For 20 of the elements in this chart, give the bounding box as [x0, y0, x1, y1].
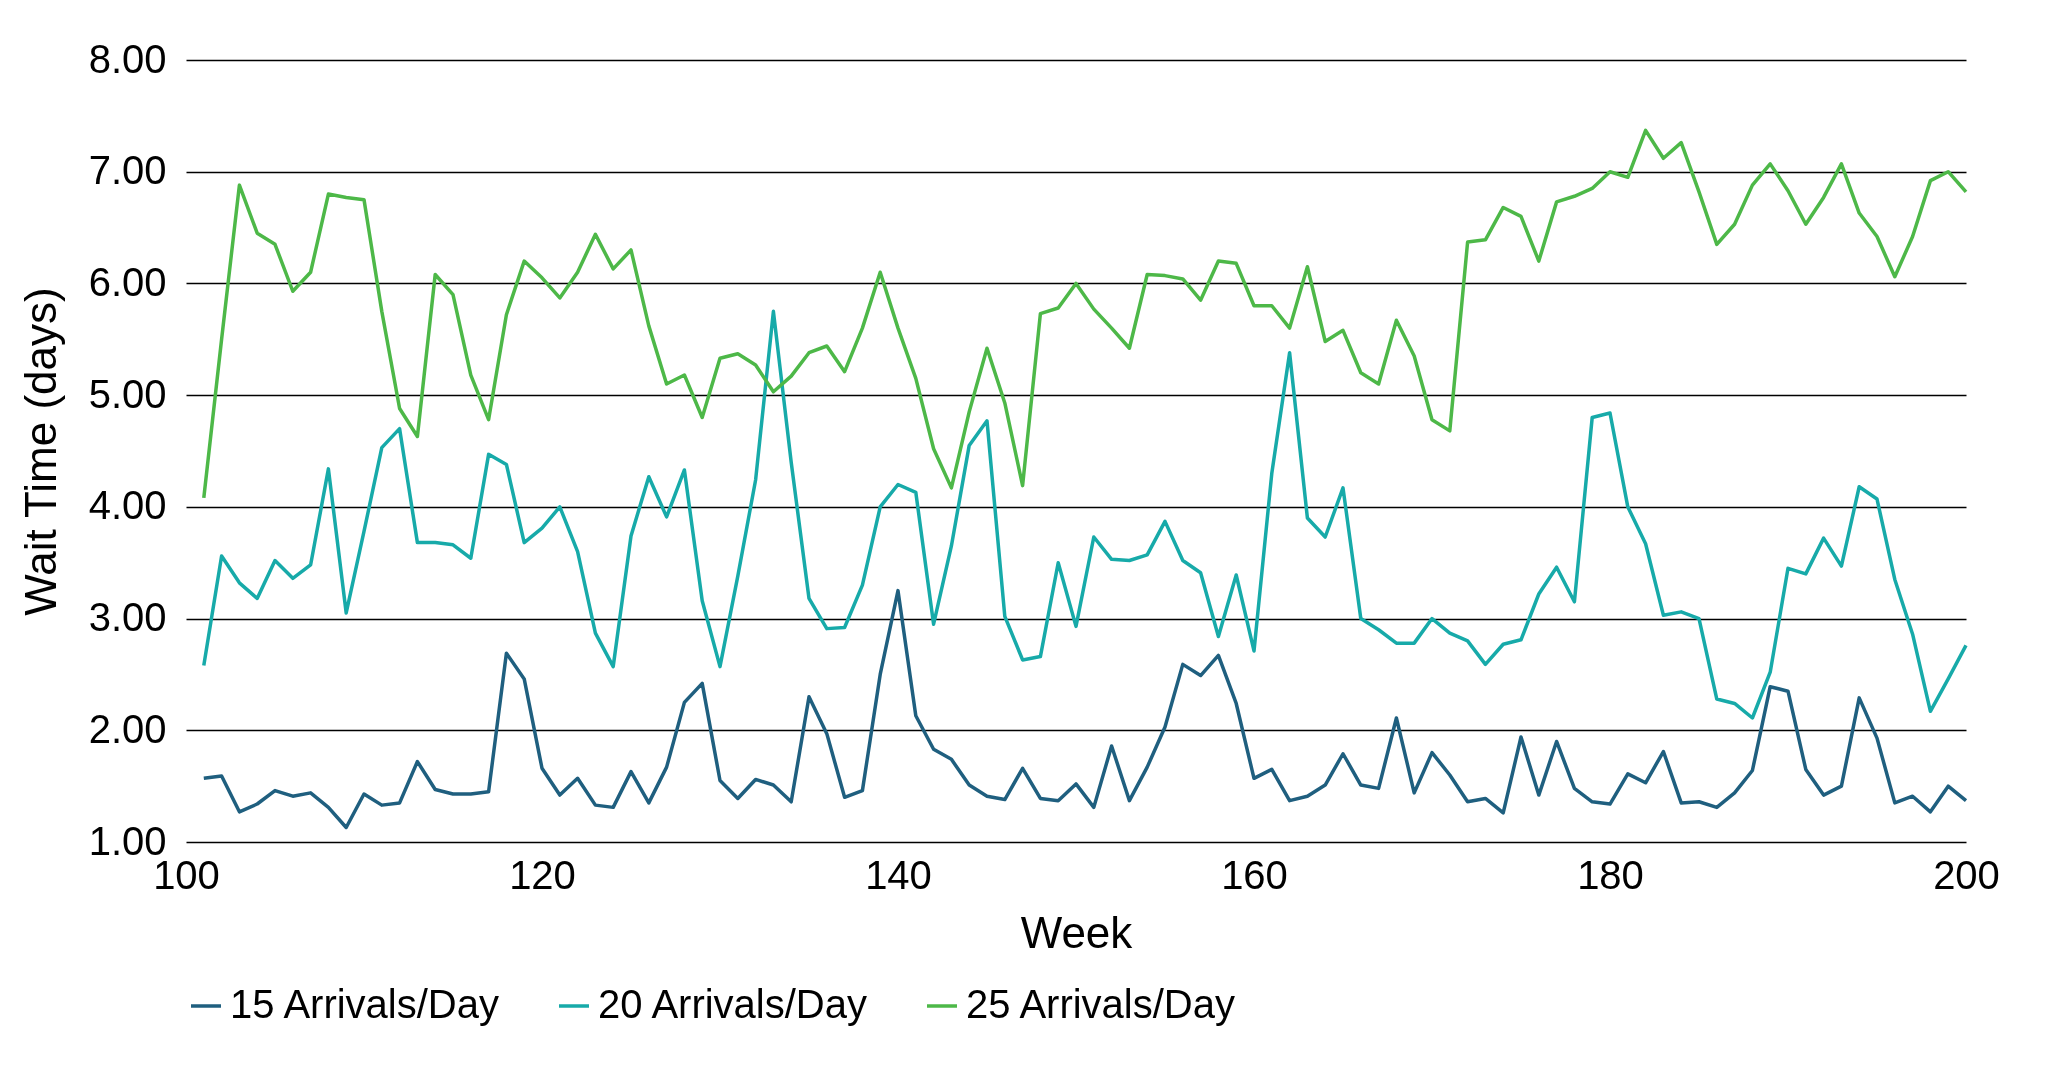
line-series	[202, 309, 1968, 720]
legend-label: 20 Arrivals/Day	[598, 982, 867, 1026]
x-tick-label: 120	[509, 852, 576, 897]
y-tick-label: 3.00	[88, 595, 167, 640]
x-tick-label: 200	[1933, 852, 2000, 897]
y-tick-label: 7.00	[88, 148, 167, 193]
y-tick-label: 2.00	[88, 706, 167, 751]
y-tick-label: 6.00	[88, 259, 167, 304]
line-series	[202, 128, 1968, 500]
x-tick-label: 160	[1221, 852, 1288, 897]
y-tick-label: 5.00	[88, 371, 167, 416]
x-tick-label: 180	[1577, 852, 1644, 897]
y-tick-label: 8.00	[88, 36, 167, 81]
x-axis-title: Week	[1020, 907, 1134, 957]
y-tick-label: 4.00	[88, 483, 167, 528]
line-series	[202, 588, 1968, 830]
legend-label: 15 Arrivals/Day	[230, 982, 499, 1026]
x-tick-label: 140	[865, 852, 932, 897]
legend-label: 25 Arrivals/Day	[966, 982, 1235, 1026]
y-axis-title: Wait Time (days)	[15, 287, 65, 616]
